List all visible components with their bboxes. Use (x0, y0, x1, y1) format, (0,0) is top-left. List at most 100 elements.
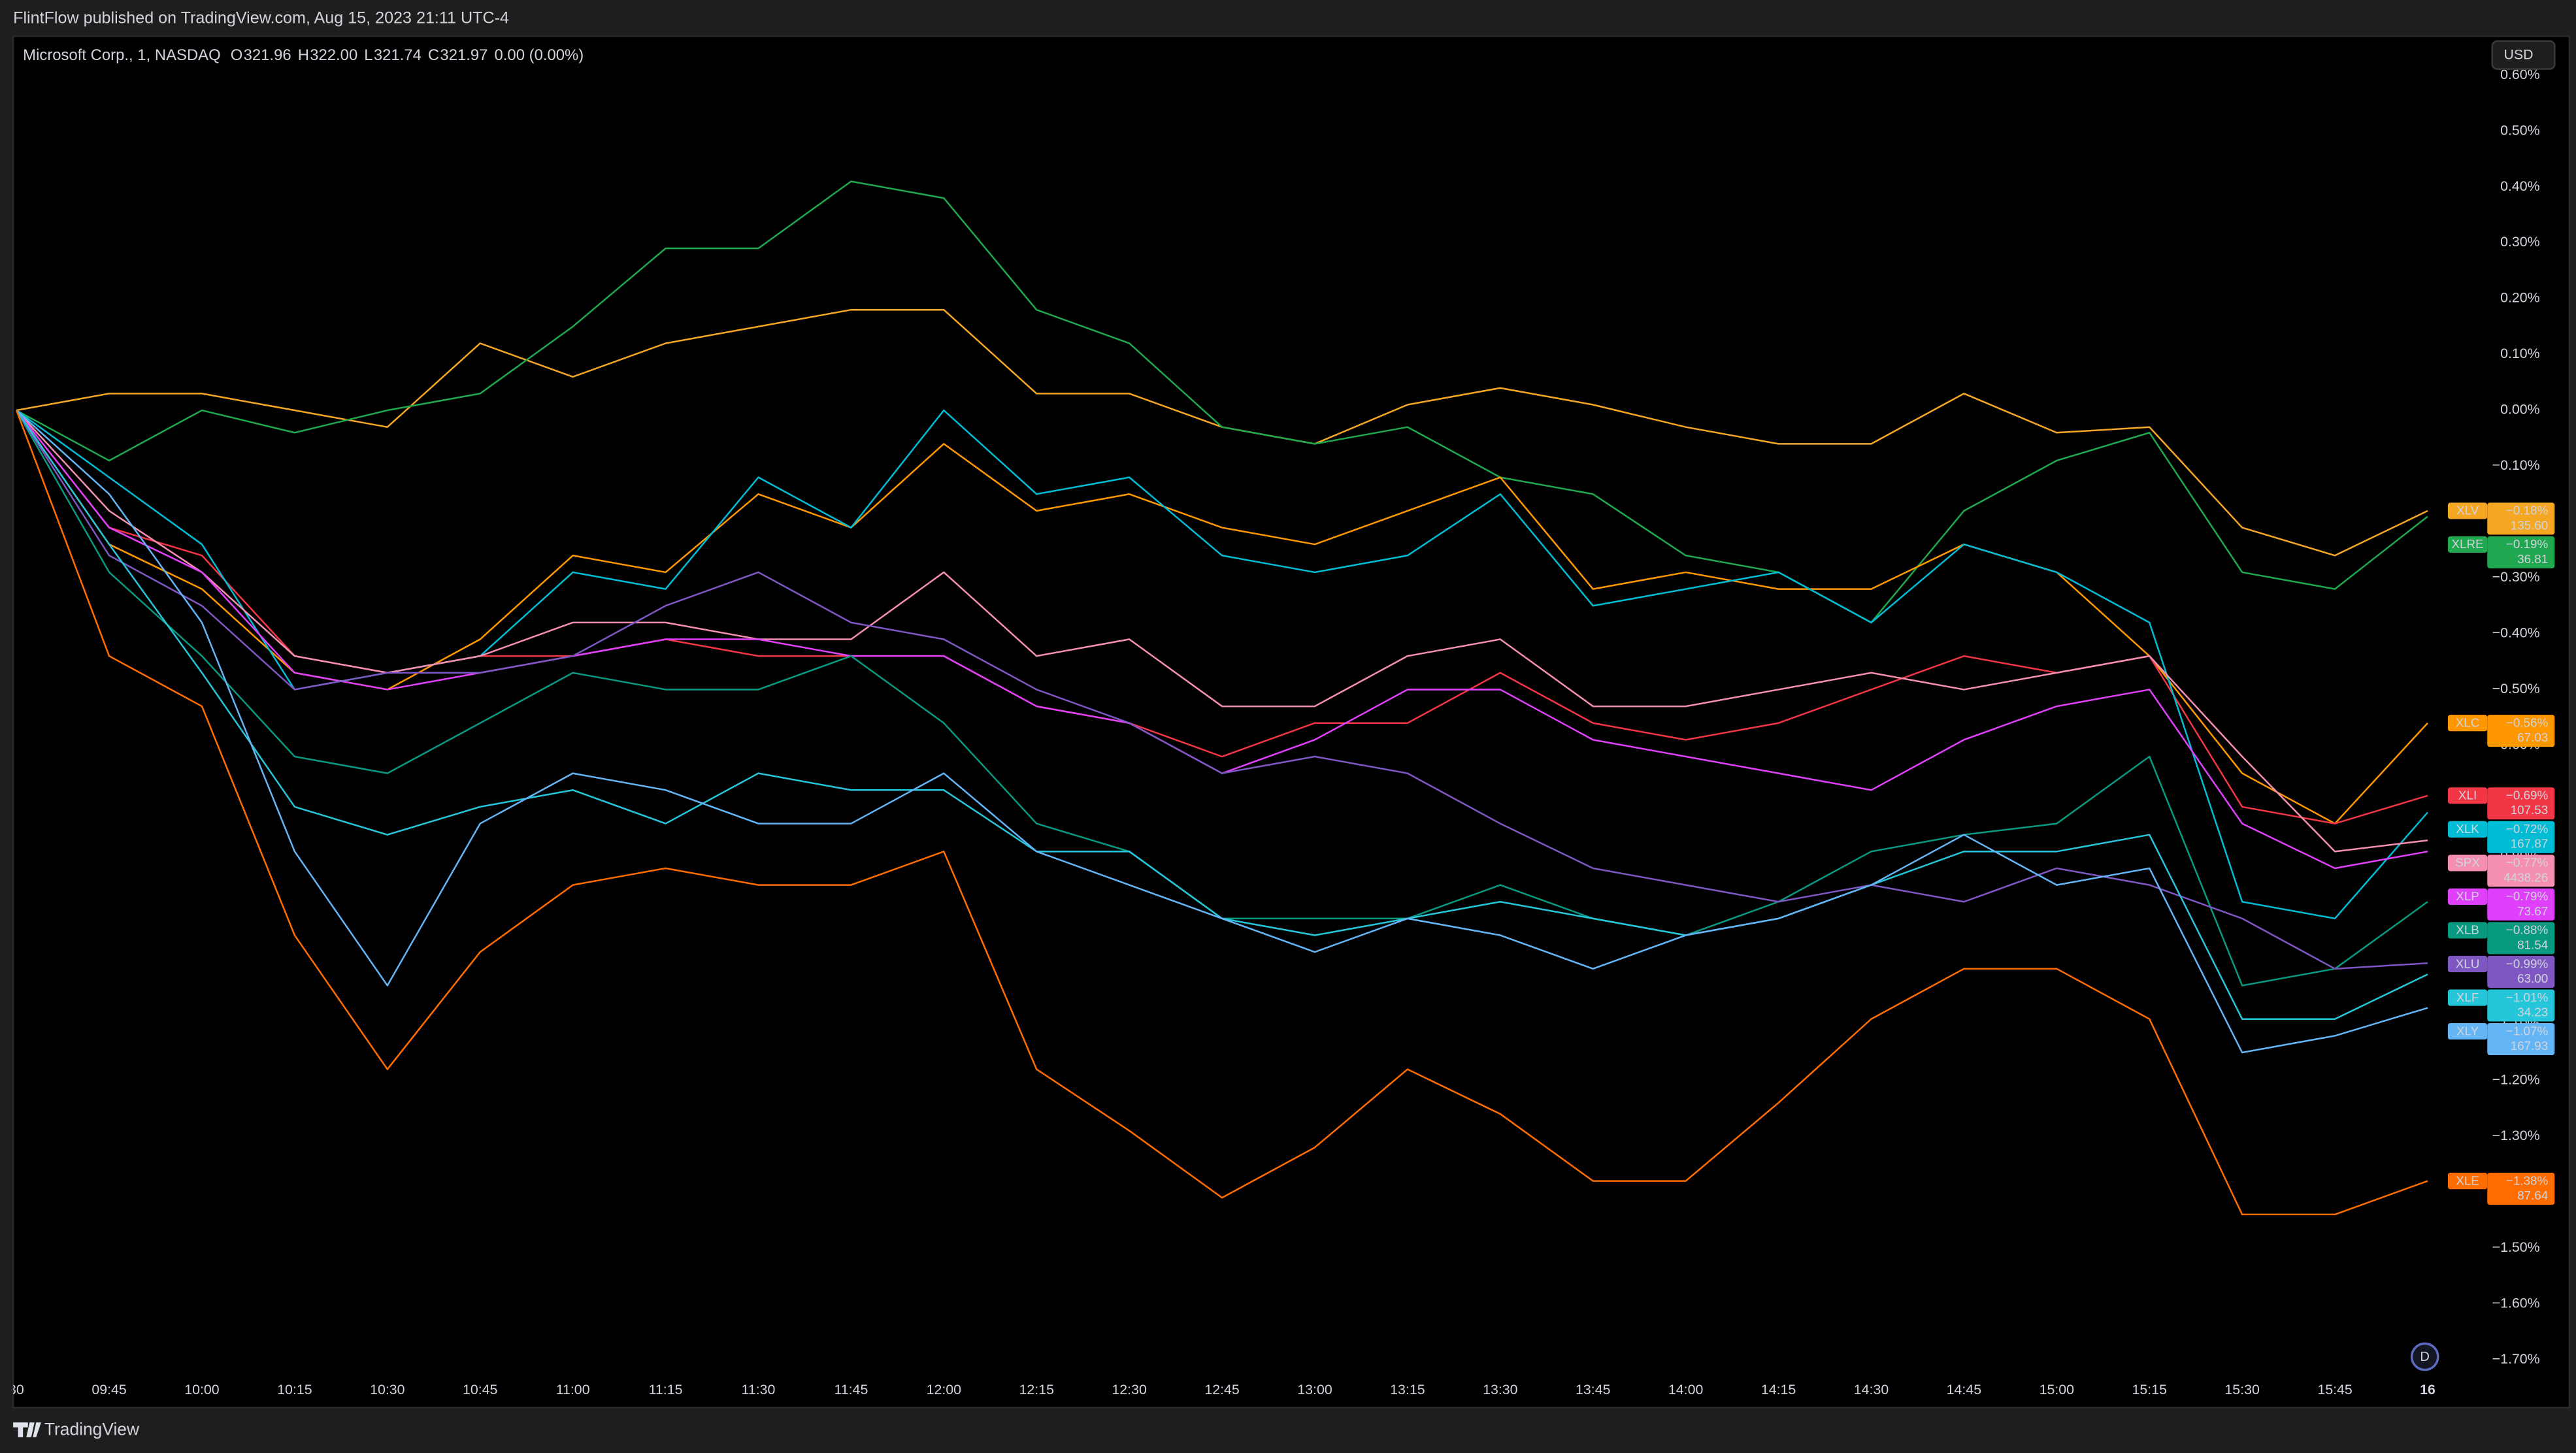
badge-name-box (2447, 536, 2488, 553)
ohlc-value: 322.00 (310, 46, 357, 64)
x-tick-label: 09:30 (0, 1382, 24, 1397)
x-tick-label: 12:15 (1019, 1382, 1054, 1397)
badge-name: XLRE (2451, 537, 2483, 551)
badge-name: XLC (2456, 715, 2480, 729)
y-tick-label: 0.30% (2500, 234, 2540, 250)
badge-price: 107.53 (2511, 803, 2549, 817)
ohlc-value: 321.96 (244, 46, 291, 64)
badge-change: −0.69% (2506, 789, 2549, 802)
y-tick-label: 0.00% (2500, 402, 2540, 417)
badge: XLK −0.72%167.87 (2447, 821, 2555, 853)
plot (15, 180, 2428, 1216)
badge: XLY −1.07% 167.93 (2447, 1023, 2555, 1056)
badge-name: XLB (2456, 923, 2479, 937)
badge: SPX −0.77%4438.26 (2447, 855, 2555, 887)
badge-value-box (2487, 787, 2555, 820)
x-tick-label: 15:45 (2317, 1382, 2352, 1397)
x-tick-label: 11:15 (649, 1382, 683, 1397)
corner-icon[interactable] (2410, 1342, 2439, 1371)
badge-name: XLE (2456, 1173, 2479, 1187)
badge: XLE −1.38%87.64 (2447, 1173, 2555, 1205)
x-tick-label: 14:00 (1668, 1382, 1704, 1397)
badge-name-box (2447, 855, 2488, 872)
x-tick-label: 14:45 (1947, 1382, 1981, 1397)
badge-price: 73.67 (2517, 904, 2548, 918)
x-tick-label: 14:30 (1854, 1382, 1889, 1397)
badge-value-box (2487, 715, 2555, 747)
badge-name-box (2447, 821, 2488, 838)
y-tick-label: −0.50% (2492, 681, 2540, 696)
x-tick-label: 12:30 (1112, 1382, 1147, 1397)
badge-price: 167.93 (2511, 1039, 2549, 1053)
ohlc-key: H (298, 46, 309, 64)
badge-name-box (2447, 1173, 2488, 1190)
badge-name-box (2447, 715, 2488, 732)
badge-change: −0.79% (2506, 889, 2549, 903)
y-tick-label: −1.60% (2492, 1295, 2540, 1311)
badge-change: −0.77% (2506, 856, 2549, 870)
badge-name: XLU (2456, 956, 2480, 970)
x-tick-label: 10:15 (277, 1382, 312, 1397)
byline: FlintFlow published on TradingView.com, … (13, 9, 509, 27)
badge-price: 87.64 (2517, 1188, 2548, 1202)
x-tick-label: 13:45 (1576, 1382, 1610, 1397)
badge-value-box (2487, 888, 2555, 921)
badge-change: −0.72% (2506, 822, 2549, 836)
badge: XLB −0.88%81.54 (2447, 922, 2555, 955)
badge-price: 4438.26 (2503, 870, 2548, 884)
x-tick-label: 11:45 (834, 1382, 868, 1397)
y-tick-label: 0.20% (2500, 290, 2540, 306)
x-tick-label: 09:45 (91, 1382, 126, 1397)
change: 0.00 (0.00%) (495, 46, 584, 64)
badge: XLRE −0.19%36.81 (2447, 536, 2555, 568)
brand: TradingView (44, 1420, 140, 1439)
badge-change: −0.19% (2506, 537, 2549, 551)
series-line (16, 410, 2428, 970)
badge-value-box (2487, 821, 2555, 853)
badge-name-box (2447, 922, 2488, 939)
badge-value-box (2487, 989, 2555, 1022)
badge-change: −1.01% (2506, 990, 2549, 1004)
chart-area (12, 35, 2571, 1409)
ohlc-value: 321.97 (440, 46, 487, 64)
corner-icon-label[interactable]: D (2420, 1350, 2430, 1364)
badge-change: −1.38% (2506, 1173, 2549, 1187)
ohlc-key: L (364, 46, 372, 64)
series-line (16, 410, 2428, 853)
y-tick-label: −1.20% (2492, 1071, 2540, 1087)
badge-value-box (2487, 955, 2555, 988)
x-axis: 09:30 09:45 10:00 10:15 10:30 10:45 11:00 11:15… (0, 1382, 2436, 1397)
badge-change: −0.18% (2506, 504, 2549, 517)
badge-change: −0.99% (2506, 956, 2549, 970)
series-line (15, 410, 2428, 1216)
y-tick-label: 0.40% (2500, 178, 2540, 194)
series-line (16, 180, 2428, 624)
brand-logo (13, 1422, 41, 1437)
badge-price: 81.54 (2517, 938, 2548, 951)
y-tick-label: −1.50% (2492, 1239, 2540, 1255)
badge-name: SPX (2455, 856, 2480, 870)
x-tick-label: 10:00 (184, 1382, 220, 1397)
badge-change: −0.88% (2506, 923, 2549, 937)
badge-name: XLY (2456, 1024, 2479, 1037)
y-tick-label: 0.10% (2500, 346, 2540, 361)
badge-name: XLK (2456, 822, 2479, 836)
badge-value-box (2487, 922, 2555, 955)
ohlc-value: 321.74 (374, 46, 421, 64)
y-tick-label: 0.50% (2500, 122, 2540, 138)
badge-name: XLV (2456, 504, 2479, 517)
badge-value-box (2487, 855, 2555, 887)
badge-price: 36.81 (2517, 552, 2548, 566)
currency-button[interactable] (2491, 40, 2556, 70)
badge-value-box (2487, 1173, 2555, 1205)
currency[interactable]: USD (2503, 47, 2533, 63)
badge-value-box (2487, 502, 2555, 535)
x-tick-label: 12:00 (927, 1382, 962, 1397)
badge: XLC −0.56%67.03 (2447, 715, 2555, 747)
x-tick-label: 14:15 (1761, 1382, 1796, 1397)
badge-name: XLF (2456, 990, 2479, 1004)
badge-price: 63.00 (2517, 971, 2548, 985)
